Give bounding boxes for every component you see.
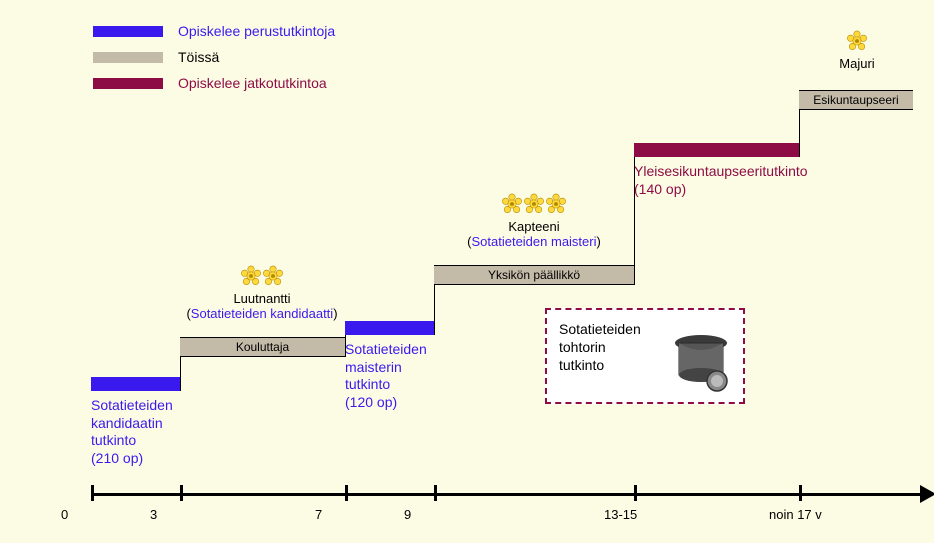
rank-name: Luutnantti: [152, 291, 372, 306]
timeline-axis: [91, 493, 922, 496]
axis-tick-label: noin 17 v: [769, 507, 849, 522]
degree-block: Sotatieteidenkandidaatintutkinto(210 op): [91, 397, 173, 467]
axis-tick-label: 3: [150, 507, 230, 522]
legend-swatch: [93, 26, 163, 37]
study-bar: [91, 377, 180, 391]
postgrad-bar: [634, 143, 799, 157]
rank-name: Majuri: [747, 56, 934, 71]
legend-label: Opiskelee jatkotutkintoa: [178, 75, 327, 91]
rosette-icon: [152, 265, 372, 287]
axis-tick: [345, 485, 348, 501]
degree-block: Sotatieteidenmaisterintutkinto(120 op): [345, 341, 427, 411]
legend-label: Opiskelee perustutkintoja: [178, 23, 335, 39]
arrowhead-icon: [920, 485, 934, 503]
axis-tick-label: 9: [404, 507, 484, 522]
axis-tick-label: 7: [315, 507, 395, 522]
legend-label: Töissä: [178, 49, 219, 65]
legend-swatch: [93, 78, 163, 89]
doctoral-hat-icon: [665, 325, 737, 400]
degree-block: Yleisesikuntaupseeritutkinto(140 op): [634, 163, 808, 198]
rosette-icon: [747, 30, 934, 52]
axis-tick: [434, 485, 437, 501]
study-bar: [345, 321, 434, 335]
rank-degree: (Sotatieteiden kandidaatti): [152, 306, 372, 321]
work-label: Esikuntaupseeri: [799, 90, 913, 110]
rank-degree: (Sotatieteiden maisteri): [424, 234, 644, 249]
work-label: Kouluttaja: [180, 337, 345, 357]
work-label: Yksikön päällikkö: [434, 265, 634, 285]
axis-tick-label: 13-15: [604, 507, 684, 522]
rosette-icon: [424, 193, 644, 215]
rank-block: Kapteeni(Sotatieteiden maisteri): [424, 193, 644, 249]
doctorate-box: Sotatieteidentohtorintutkinto: [545, 308, 745, 404]
rank-name: Kapteeni: [424, 219, 644, 234]
axis-tick: [180, 485, 183, 501]
axis-tick-label: 0: [61, 507, 141, 522]
legend-swatch: [93, 52, 163, 63]
axis-tick: [799, 485, 802, 501]
axis-tick: [91, 485, 94, 501]
axis-tick: [634, 485, 637, 501]
rank-block: Luutnantti(Sotatieteiden kandidaatti): [152, 265, 372, 321]
doctoral-hat-icon: [665, 325, 737, 397]
rank-block: Majuri: [747, 30, 934, 71]
